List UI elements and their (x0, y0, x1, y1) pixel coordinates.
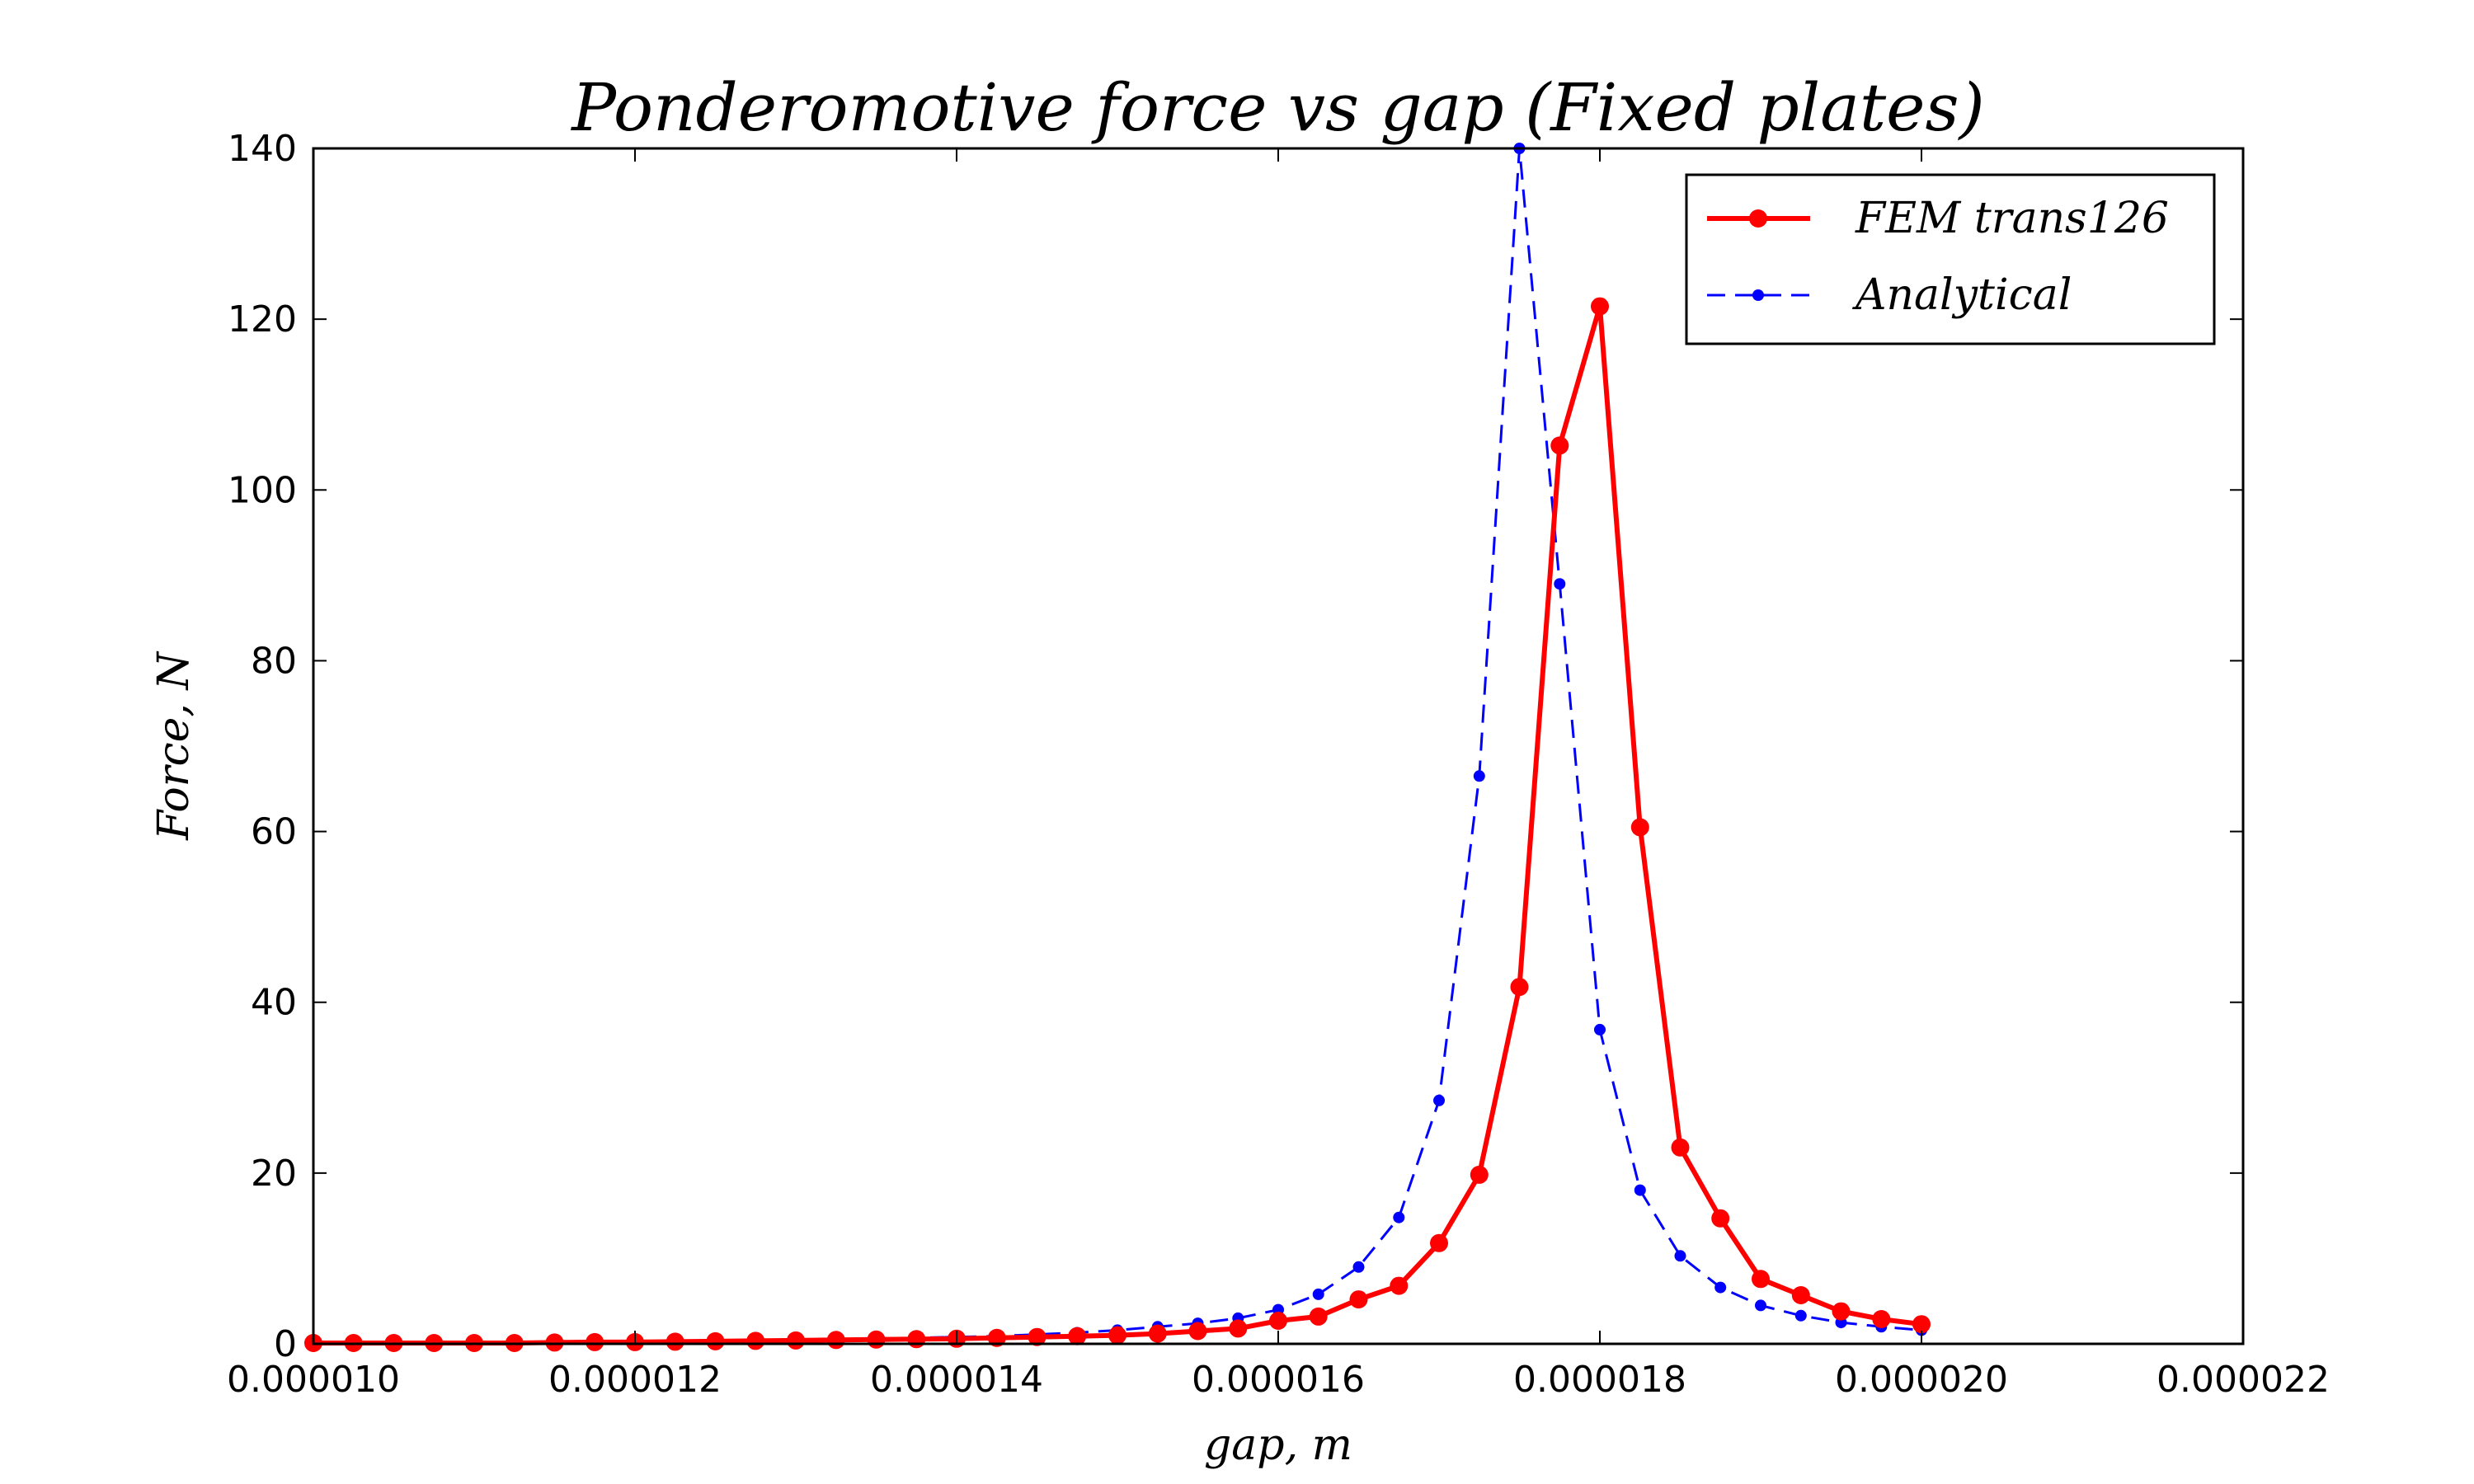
x-tick-label: 0.000020 (1835, 1359, 2008, 1401)
y-tick-label: 60 (251, 811, 297, 853)
fem-data-point (1229, 1319, 1248, 1338)
fem-data-point (1390, 1276, 1409, 1295)
analytical-data-point (1312, 1288, 1324, 1300)
fem-data-point (1872, 1310, 1891, 1328)
x-tick-label: 0.000022 (2157, 1359, 2330, 1401)
analytical-data-point (1554, 578, 1566, 590)
x-tick-label: 0.000016 (1192, 1359, 1365, 1401)
y-tick-label: 140 (228, 128, 297, 170)
fem-data-point (1591, 297, 1609, 316)
fem-data-point (1068, 1327, 1087, 1345)
fem-data-point (586, 1332, 604, 1351)
fem-data-point (1430, 1233, 1448, 1252)
legend-frame (1685, 173, 2216, 345)
analytical-data-point (1714, 1281, 1727, 1294)
fem-data-point (987, 1328, 1006, 1347)
fem-data-point (826, 1331, 845, 1350)
legend-analytical-label: Analytical (1852, 270, 2072, 320)
analytical-data-point (1634, 1184, 1646, 1196)
x-tick-label: 0.000012 (548, 1359, 722, 1401)
y-tick-label: 120 (228, 298, 297, 340)
fem-data-point (1791, 1286, 1810, 1304)
fem-data-point (1630, 818, 1649, 837)
fem-data-point (1912, 1315, 1931, 1334)
legend: FEM trans126 Analytical (1685, 173, 2216, 345)
fem-data-point (666, 1332, 684, 1351)
fem-data-point (1510, 978, 1529, 997)
fem-data-point (1188, 1322, 1207, 1341)
ticks-layer: 0.000010 0.000012 0.000014 0.000016 0.000018… (227, 128, 2330, 1401)
x-tick-label: 0.000014 (870, 1359, 1043, 1401)
legend-analytical-marker (1752, 289, 1764, 301)
legend-fem-label: FEM trans126 (1855, 194, 2169, 243)
analytical-data-point (1594, 1023, 1606, 1036)
fem-data-point (746, 1331, 765, 1350)
fem-data-point (787, 1331, 805, 1350)
fem-data-point (1550, 436, 1569, 455)
fem-data-point (706, 1331, 725, 1350)
fem-data-point (1028, 1327, 1047, 1346)
y-tick-label: 40 (251, 982, 297, 1024)
fem-data-point (867, 1330, 886, 1349)
x-tick-label: 0.000010 (227, 1359, 400, 1401)
y-tick-label: 100 (228, 469, 297, 511)
analytical-data-point (1674, 1250, 1686, 1262)
fem-data-point (1349, 1290, 1368, 1309)
fem-data-point (1752, 1270, 1770, 1289)
fem-data-point (1470, 1165, 1489, 1184)
fem-data-point (1832, 1302, 1851, 1321)
y-axis-label: Force, N (149, 651, 199, 841)
fem-data-point (1671, 1138, 1690, 1157)
fem-data-point (1148, 1324, 1167, 1343)
y-tick-label: 20 (251, 1153, 297, 1195)
fem-data-point (907, 1330, 926, 1349)
analytical-data-point (1755, 1299, 1766, 1312)
analytical-data-point (1794, 1309, 1807, 1322)
analytical-data-point (1352, 1261, 1365, 1273)
analytical-data-point (1473, 770, 1485, 782)
fem-data-point (1309, 1307, 1328, 1326)
analytical-data-point (1393, 1211, 1405, 1223)
y-tick-label: 0 (274, 1323, 297, 1365)
legend-fem-marker (1749, 209, 1767, 228)
y-tick-label: 80 (251, 640, 297, 682)
analytical-data-point (1433, 1094, 1445, 1106)
chart-title: Ponderomotive force vs gap (Fixed plates… (570, 69, 1984, 146)
fem-data-point (1108, 1326, 1126, 1345)
x-tick-label: 0.000018 (1513, 1359, 1686, 1401)
fem-data-point (1711, 1209, 1730, 1228)
x-axis-label: gap, m (1204, 1421, 1352, 1470)
fem-data-point (1269, 1312, 1287, 1330)
fem-data-point (545, 1333, 564, 1352)
